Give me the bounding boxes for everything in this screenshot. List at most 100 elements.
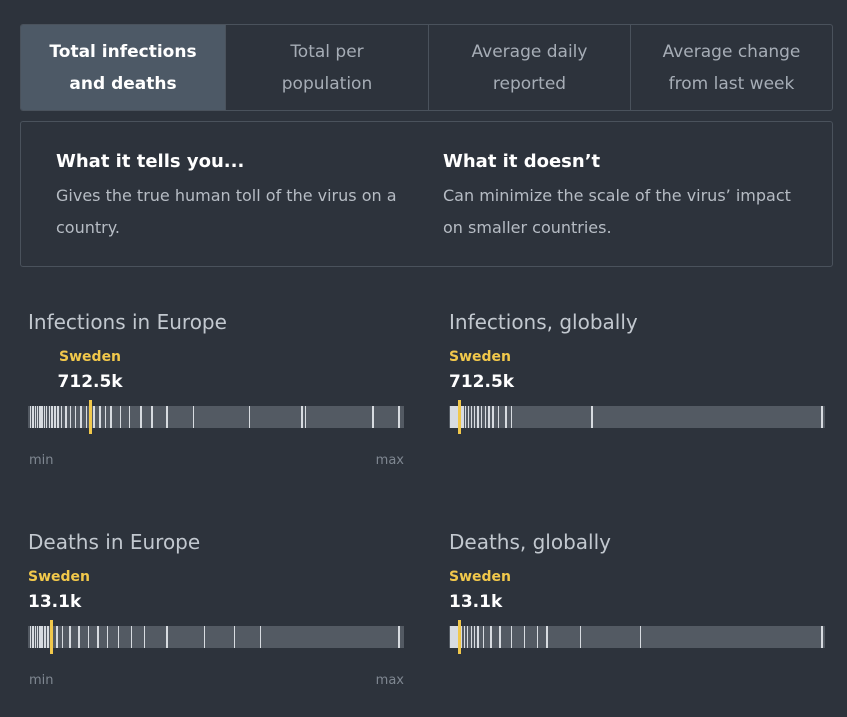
country-tick	[54, 406, 56, 428]
country-tick	[36, 626, 39, 648]
marker-value: 13.1k	[28, 592, 82, 612]
country-tick	[821, 406, 823, 428]
country-tick	[470, 406, 473, 428]
country-tick	[821, 626, 823, 648]
country-tick	[451, 406, 454, 428]
country-tick	[497, 406, 500, 428]
country-tick	[74, 406, 77, 428]
country-tick	[248, 406, 251, 428]
country-tick	[57, 406, 59, 428]
country-tick	[453, 626, 455, 648]
country-tick	[466, 626, 469, 648]
distribution-strip[interactable]	[28, 620, 404, 654]
country-tick	[39, 626, 41, 648]
country-tick	[463, 626, 466, 648]
country-tick	[398, 626, 400, 648]
country-tick	[464, 406, 467, 428]
marker-country-label: Sweden	[449, 349, 511, 365]
country-tick	[470, 626, 473, 648]
country-tick	[97, 626, 99, 648]
country-tick	[87, 626, 90, 648]
country-tick	[65, 406, 67, 428]
country-tick	[47, 626, 49, 648]
infections-global-panel: Infections, globally Sweden 712.5k	[449, 310, 825, 490]
country-tick	[505, 406, 507, 428]
country-tick	[301, 406, 303, 428]
country-tick	[454, 626, 457, 648]
selected-country-marker	[457, 620, 461, 654]
min-label: min	[29, 453, 54, 468]
marker-value: 13.1k	[449, 592, 503, 612]
country-tick	[56, 626, 58, 648]
country-tick	[473, 406, 476, 428]
country-tick	[29, 406, 32, 428]
country-tick	[117, 626, 120, 648]
distribution-strip[interactable]	[449, 400, 825, 434]
marker-country-label: Sweden	[449, 569, 511, 585]
country-tick	[456, 626, 458, 648]
country-tick	[477, 626, 479, 648]
country-tick	[44, 626, 46, 648]
country-tick	[510, 406, 513, 428]
country-tick	[453, 406, 455, 428]
country-tick	[99, 406, 101, 428]
country-tick	[456, 406, 458, 428]
country-tick	[51, 406, 53, 428]
country-tick	[482, 626, 485, 648]
panel-title: Infections, globally	[449, 310, 638, 334]
country-tick	[450, 626, 452, 648]
tab-average-change-from-last-week[interactable]: Average change from last week	[630, 25, 832, 110]
country-tick	[510, 626, 513, 648]
country-tick	[85, 406, 88, 428]
tab-total-per-population[interactable]: Total per population	[225, 25, 428, 110]
country-tick	[398, 406, 400, 428]
country-tick	[80, 406, 82, 428]
country-tick	[43, 406, 46, 428]
panel-title: Infections in Europe	[28, 310, 227, 334]
country-tick	[579, 626, 582, 648]
selected-country-marker	[89, 400, 93, 434]
infections-europe-panel: Infections in Europe Sweden 712.5k min m…	[28, 310, 404, 490]
country-tick	[546, 626, 548, 648]
distribution-strip[interactable]	[449, 620, 825, 654]
country-tick	[460, 406, 462, 428]
marker-value: 712.5k	[57, 372, 123, 392]
country-tick	[480, 406, 483, 428]
country-tick	[32, 626, 34, 648]
country-tick	[128, 406, 131, 428]
country-tick	[259, 626, 262, 648]
country-tick	[536, 626, 539, 648]
country-tick	[29, 626, 32, 648]
what-it-tells-you: What it tells you... Gives the true huma…	[56, 150, 406, 244]
country-tick	[490, 626, 492, 648]
country-tick	[304, 406, 307, 428]
deaths-global-panel: Deaths, globally Sweden 13.1k	[449, 530, 825, 710]
country-tick	[78, 626, 80, 648]
country-tick	[467, 406, 470, 428]
country-tick	[104, 406, 107, 428]
marker-value: 712.5k	[449, 372, 515, 392]
country-tick	[69, 626, 71, 648]
country-tick	[233, 626, 236, 648]
country-tick	[34, 626, 37, 648]
country-tick	[372, 406, 374, 428]
country-tick	[166, 406, 168, 428]
panel-title: Deaths, globally	[449, 530, 612, 554]
max-label: max	[375, 453, 404, 468]
country-tick	[166, 626, 168, 648]
country-tick	[130, 626, 133, 648]
deaths-europe-panel: Deaths in Europe Sweden 13.1k min max	[28, 530, 404, 710]
tab-total-infections-and-deaths[interactable]: Total infections and deaths	[21, 25, 225, 110]
country-tick	[499, 626, 501, 648]
country-tick	[32, 406, 34, 428]
country-tick	[462, 406, 464, 428]
country-tick	[140, 406, 142, 428]
country-tick	[36, 406, 39, 428]
country-tick	[591, 406, 593, 428]
country-tick	[523, 626, 526, 648]
panel-title: Deaths in Europe	[28, 530, 201, 554]
tab-average-daily-reported[interactable]: Average daily reported	[428, 25, 630, 110]
country-tick	[93, 406, 95, 428]
distribution-strip[interactable]	[28, 400, 404, 434]
country-tick	[41, 626, 43, 648]
